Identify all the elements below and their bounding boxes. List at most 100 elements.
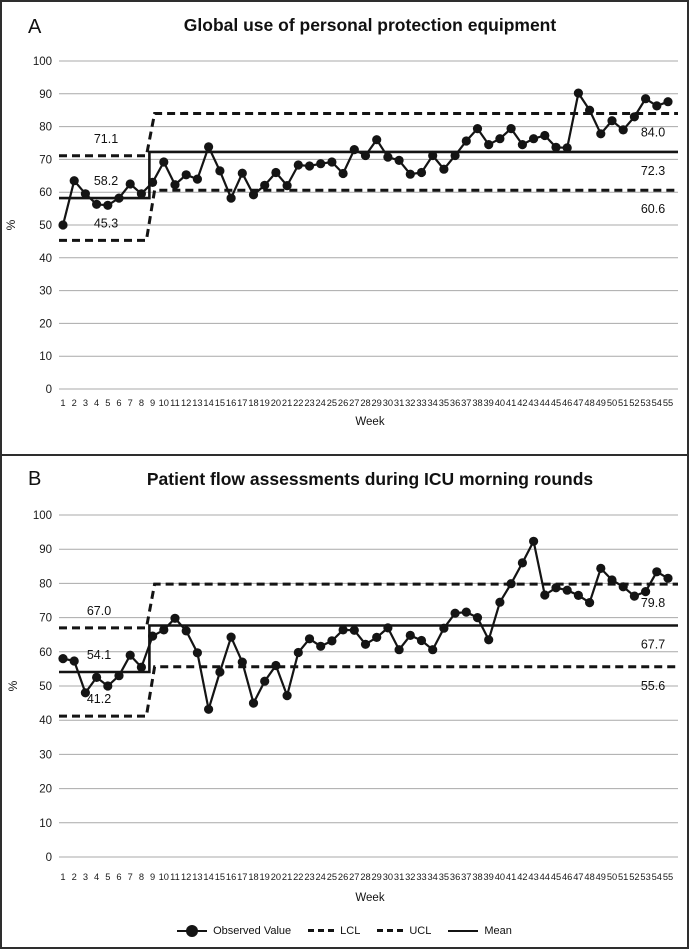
- x-tick-label: 25: [327, 872, 337, 882]
- y-tick-label: 70: [39, 154, 52, 166]
- panel-a-x-axis-label: Week: [355, 416, 384, 428]
- x-tick-label: 31: [394, 398, 404, 408]
- x-tick-label: 1: [60, 398, 65, 408]
- phase2-limit-label: 55.6: [641, 679, 665, 693]
- observed-point: [394, 155, 404, 165]
- x-tick-label: 39: [484, 872, 494, 882]
- observed-point: [237, 657, 247, 667]
- x-tick-label: 4: [94, 872, 99, 882]
- x-tick-label: 29: [372, 872, 382, 882]
- x-tick-label: 22: [293, 872, 303, 882]
- observed-point: [349, 625, 359, 635]
- x-tick-label: 47: [573, 398, 583, 408]
- phase1-limit-label: 67.0: [87, 604, 111, 618]
- legend-item-ucl: UCL: [377, 925, 431, 937]
- x-tick-label: 53: [640, 398, 650, 408]
- x-tick-label: 30: [383, 398, 393, 408]
- x-tick-label: 23: [304, 398, 314, 408]
- observed-point: [540, 590, 550, 600]
- y-tick-label: 50: [39, 220, 52, 232]
- x-tick-label: 47: [573, 872, 583, 882]
- mean-solid-marker-icon: [448, 929, 479, 932]
- x-tick-label: 9: [150, 872, 155, 882]
- observed-point: [416, 167, 427, 178]
- phase2-limit-label: 84.0: [641, 126, 665, 140]
- observed-point: [663, 97, 673, 107]
- x-tick-label: 5: [105, 872, 110, 882]
- x-tick-label: 30: [383, 872, 393, 882]
- x-tick-label: 14: [203, 398, 213, 408]
- x-tick-label: 10: [159, 398, 169, 408]
- x-tick-label: 42: [517, 872, 527, 882]
- x-tick-label: 22: [293, 398, 303, 408]
- y-tick-label: 30: [39, 286, 52, 298]
- x-tick-label: 16: [226, 872, 236, 882]
- observed-point: [472, 124, 483, 134]
- observed-point: [439, 164, 449, 174]
- phase1-limit-label: 54.1: [87, 648, 111, 662]
- x-tick-label: 6: [116, 398, 121, 408]
- x-tick-label: 3: [83, 872, 88, 882]
- ucl-line: [59, 582, 678, 630]
- observed-point: [562, 585, 572, 595]
- y-tick-label: 70: [39, 613, 52, 625]
- x-tick-label: 25: [327, 398, 337, 408]
- x-tick-label: 4: [94, 398, 99, 408]
- x-tick-label: 33: [416, 398, 426, 408]
- phase1-limit-label: 45.3: [94, 216, 118, 230]
- panel-b-y-axis-label: %: [6, 680, 20, 691]
- observed-point: [428, 645, 438, 655]
- x-tick-label: 6: [116, 872, 121, 882]
- observed-point: [663, 573, 673, 583]
- ucl-line: [59, 112, 678, 158]
- x-tick-label: 35: [439, 872, 449, 882]
- x-tick-label: 19: [260, 398, 270, 408]
- x-tick-label: 12: [181, 398, 191, 408]
- observed-point: [192, 648, 202, 658]
- panel-b-letter: B: [28, 468, 41, 490]
- x-tick-label: 2: [72, 872, 77, 882]
- x-tick-label: 18: [248, 398, 258, 408]
- observed-point: [114, 671, 124, 681]
- x-tick-label: 40: [495, 398, 505, 408]
- x-tick-label: 7: [128, 398, 133, 408]
- x-tick-label: 49: [596, 872, 606, 882]
- panel-a-title: Global use of personal protection equipm…: [184, 15, 557, 35]
- x-tick-label: 54: [652, 398, 662, 408]
- x-tick-label: 5: [105, 398, 110, 408]
- y-tick-label: 0: [46, 384, 52, 396]
- x-tick-label: 23: [304, 872, 314, 882]
- x-tick-label: 52: [629, 398, 639, 408]
- x-tick-label: 7: [128, 872, 133, 882]
- observed-point: [293, 160, 303, 170]
- observed-point: [293, 647, 303, 658]
- x-tick-label: 2: [72, 398, 77, 408]
- observed-point: [484, 140, 494, 150]
- x-tick-label: 52: [629, 872, 639, 882]
- observed-point: [282, 691, 292, 701]
- x-tick-label: 37: [461, 872, 471, 882]
- observed-point: [148, 631, 158, 641]
- phase2-limit-label: 60.6: [641, 202, 665, 216]
- y-tick-label: 80: [39, 122, 52, 134]
- phase1-limit-label: 71.1: [94, 132, 118, 146]
- observed-point: [327, 636, 337, 646]
- observed-point: [192, 174, 202, 184]
- observed-point: [607, 116, 617, 126]
- observed-point: [484, 635, 494, 645]
- observed-value-marker-icon: [177, 929, 208, 932]
- legend-label: UCL: [409, 924, 432, 937]
- legend-label: LCL: [340, 924, 361, 937]
- y-tick-label: 20: [39, 318, 52, 330]
- y-tick-label: 80: [39, 578, 52, 590]
- x-tick-label: 42: [517, 398, 527, 408]
- observed-point: [416, 635, 427, 646]
- observed-point: [529, 134, 539, 144]
- x-tick-label: 26: [338, 398, 348, 408]
- observed-point: [159, 625, 169, 635]
- y-tick-label: 90: [39, 544, 52, 556]
- observed-point: [148, 177, 158, 187]
- observed-point: [372, 135, 382, 145]
- x-tick-label: 41: [506, 398, 516, 408]
- x-tick-label: 24: [316, 398, 326, 408]
